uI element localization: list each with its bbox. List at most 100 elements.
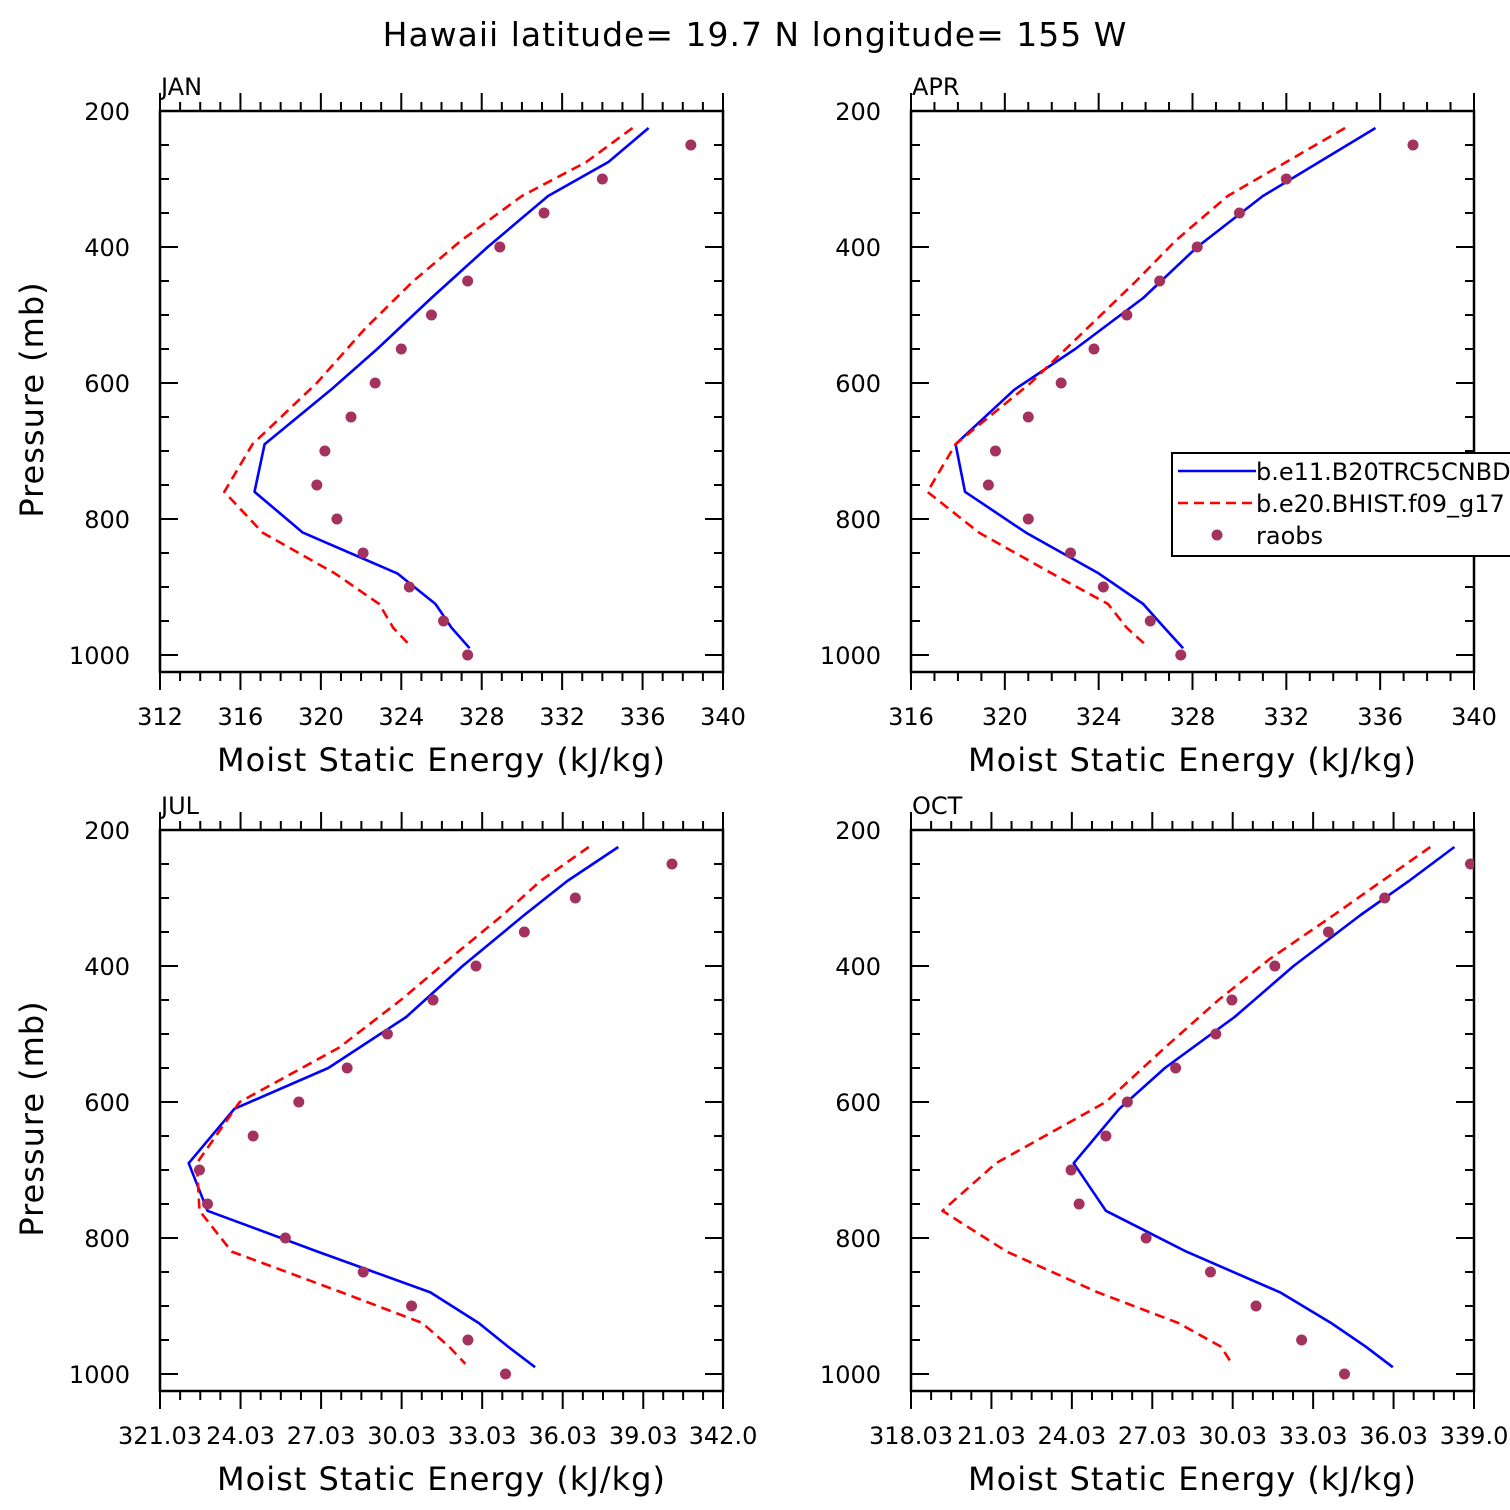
panel-oct: OCT 200 400 600 800 1000 318.03 21.03 24.03 27.03… [820, 792, 1508, 1498]
x-tick-label: 33.03 [1279, 1422, 1348, 1450]
raobs-point [1296, 1334, 1308, 1346]
raobs-point [247, 1130, 259, 1142]
raobs-point [1097, 581, 1109, 593]
legend-marker-icon [1211, 529, 1223, 541]
y-tick-label: 600 [835, 370, 881, 398]
x-axis-label: Moist Static Energy (kJ/kg) [968, 741, 1417, 779]
raobs-point [500, 1368, 512, 1380]
raobs-markers [311, 139, 697, 661]
series-line-bhist [941, 845, 1432, 1365]
x-tick-label: 24.03 [206, 1422, 275, 1450]
raobs-point [1191, 241, 1203, 253]
series-line-bhist [195, 845, 590, 1365]
y-tick-label: 800 [84, 1225, 130, 1253]
x-axis-label: Moist Static Energy (kJ/kg) [217, 741, 666, 779]
tick-marks [910, 812, 1475, 1409]
raobs-point [279, 1232, 291, 1244]
raobs-point [989, 445, 1001, 457]
raobs-point [345, 411, 357, 423]
y-tick-label: 200 [835, 817, 881, 845]
raobs-markers [982, 139, 1419, 661]
raobs-point [1250, 1300, 1262, 1312]
raobs-point [1065, 547, 1077, 559]
x-tick-label: 316 [888, 703, 934, 731]
raobs-point [1407, 139, 1419, 151]
raobs-point [1022, 513, 1034, 525]
y-tick-label: 400 [84, 953, 130, 981]
raobs-point [462, 275, 474, 287]
x-tick-label: 332 [1263, 703, 1309, 731]
x-tick-label: 312 [137, 703, 183, 731]
raobs-point [1226, 994, 1238, 1006]
raobs-point [369, 377, 381, 389]
plot-frame [158, 828, 725, 1393]
raobs-point [1073, 1198, 1085, 1210]
series-line-bhist [223, 126, 634, 646]
panel-title: JUL [159, 792, 200, 820]
y-tick-label: 1000 [820, 642, 881, 670]
y-tick-label: 200 [84, 817, 130, 845]
x-tick-label: 21.03 [957, 1422, 1026, 1450]
x-tick-label: 33.03 [448, 1422, 517, 1450]
x-tick-label: 318.03 [869, 1422, 953, 1450]
tick-marks [910, 93, 1475, 690]
raobs-point [1269, 960, 1281, 972]
x-tick-label: 336 [620, 703, 666, 731]
raobs-point [427, 994, 439, 1006]
y-tick-label: 800 [835, 506, 881, 534]
raobs-point [1233, 207, 1245, 219]
y-tick-label: 200 [835, 98, 881, 126]
raobs-point [982, 479, 994, 491]
y-tick-label: 600 [84, 370, 130, 398]
x-tick-label: 324 [378, 703, 424, 731]
x-tick-label: 332 [539, 703, 585, 731]
legend: b.e11.B20TRC5CNBDRD b.e20.BHIST.f09_g17ra… [1171, 452, 1510, 557]
series-line-bhist [926, 126, 1346, 646]
x-tick-label: 27.03 [1118, 1422, 1187, 1450]
raobs-point [202, 1198, 214, 1210]
x-tick-label: 316 [218, 703, 264, 731]
raobs-point [518, 926, 530, 938]
raobs-point [406, 1300, 418, 1312]
raobs-point [381, 1028, 393, 1040]
series-line-b20trc [1072, 845, 1456, 1369]
raobs-point [1065, 1164, 1077, 1176]
plot-frame [909, 109, 1476, 674]
y-tick-label: 400 [835, 234, 881, 262]
raobs-point [1210, 1028, 1222, 1040]
raobs-point [1121, 309, 1133, 321]
raobs-point [395, 343, 407, 355]
y-tick-label: 1000 [820, 1361, 881, 1389]
x-axis-label: Moist Static Energy (kJ/kg) [968, 1460, 1417, 1498]
legend-label: b.e20.BHIST.f09_g17 [1256, 490, 1505, 518]
raobs-point [293, 1096, 305, 1108]
raobs-point [462, 649, 474, 661]
series-line-b20trc [253, 127, 650, 650]
y-axis-label: Pressure (mb) [13, 1000, 51, 1236]
raobs-point [1465, 858, 1474, 870]
raobs-point [685, 139, 697, 151]
figure-title: Hawaii latitude= 19.7 N longitude= 155 W [383, 15, 1128, 54]
series-line-b20trc [954, 126, 1377, 650]
x-axis-label: Moist Static Energy (kJ/kg) [217, 1460, 666, 1498]
raobs-point [1322, 926, 1334, 938]
y-tick-label: 1000 [69, 642, 130, 670]
x-tick-label: 321.03 [118, 1422, 202, 1450]
raobs-point [1170, 1062, 1182, 1074]
panel-title: OCT [912, 792, 963, 820]
raobs-point [357, 1266, 369, 1278]
y-tick-label: 200 [84, 98, 130, 126]
x-tick-label: 342.0 [689, 1422, 758, 1450]
y-tick-label: 1000 [69, 1361, 130, 1389]
y-tick-label: 400 [84, 234, 130, 262]
y-tick-label: 800 [835, 1225, 881, 1253]
legend-label: raobs [1256, 522, 1323, 550]
plot-frame [158, 109, 725, 674]
raobs-point [1022, 411, 1034, 423]
raobs-point [193, 1164, 205, 1176]
panel-title: JAN [159, 73, 202, 101]
plot-frame [909, 828, 1476, 1393]
x-tick-label: 30.03 [1198, 1422, 1267, 1450]
x-tick-label: 30.03 [367, 1422, 436, 1450]
x-tick-label: 340 [700, 703, 746, 731]
